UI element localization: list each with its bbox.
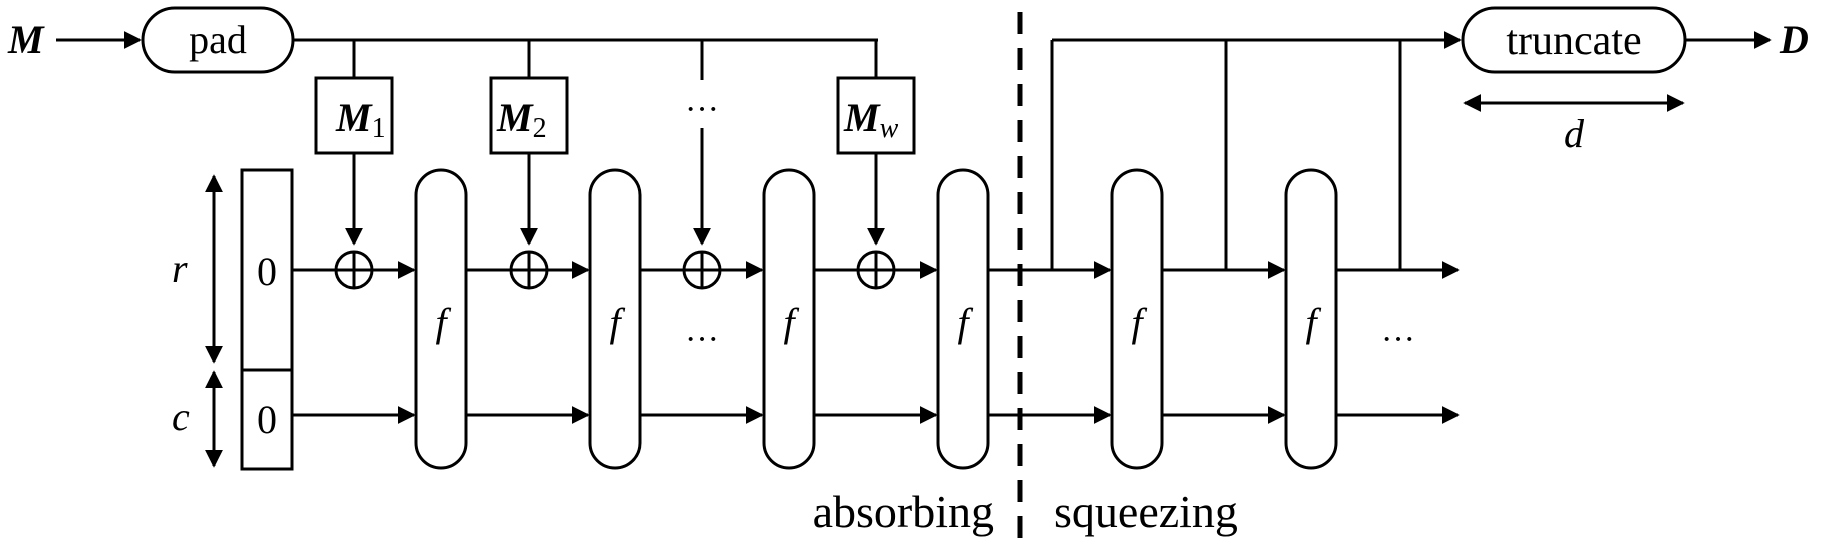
xor-w [856, 250, 896, 290]
permutation-f-5: f [1110, 168, 1164, 470]
permutation-f-3: f [762, 168, 816, 470]
xor-2 [509, 250, 549, 290]
state-r-value: 0 [257, 249, 277, 294]
message-block-2 [489, 76, 569, 155]
xor-1 [334, 250, 374, 290]
message-block-2-label: M2 [496, 95, 547, 144]
middle-ellipsis: ··· [685, 321, 719, 358]
permutation-f-4: f [936, 168, 990, 470]
message-block-1-label: M1 [335, 95, 386, 144]
d-label: d [1564, 111, 1585, 156]
pad-label: pad [189, 17, 247, 62]
message-block-1 [314, 76, 394, 155]
permutation-f-2: f [588, 168, 642, 470]
block-ellipsis: ··· [685, 91, 719, 128]
state-r-cell [240, 168, 294, 372]
squeezing-label: squeezing [1054, 486, 1238, 537]
input-label: M [7, 17, 45, 62]
state-c-cell [240, 368, 294, 471]
output-label: D [1779, 17, 1809, 62]
absorbing-label: absorbing [813, 486, 994, 537]
permutation-f-6: f [1284, 168, 1338, 470]
c-label: c [172, 394, 190, 439]
message-block-w-label: Mw [843, 95, 899, 144]
truncate-label: truncate [1506, 18, 1641, 64]
squeeze-ellipsis: ··· [1381, 321, 1415, 358]
state-c-value: 0 [257, 397, 277, 442]
message-block-w [836, 76, 916, 155]
xor-ellipsis [682, 250, 722, 290]
r-label: r [172, 246, 188, 291]
permutation-f-1: f [414, 168, 468, 470]
